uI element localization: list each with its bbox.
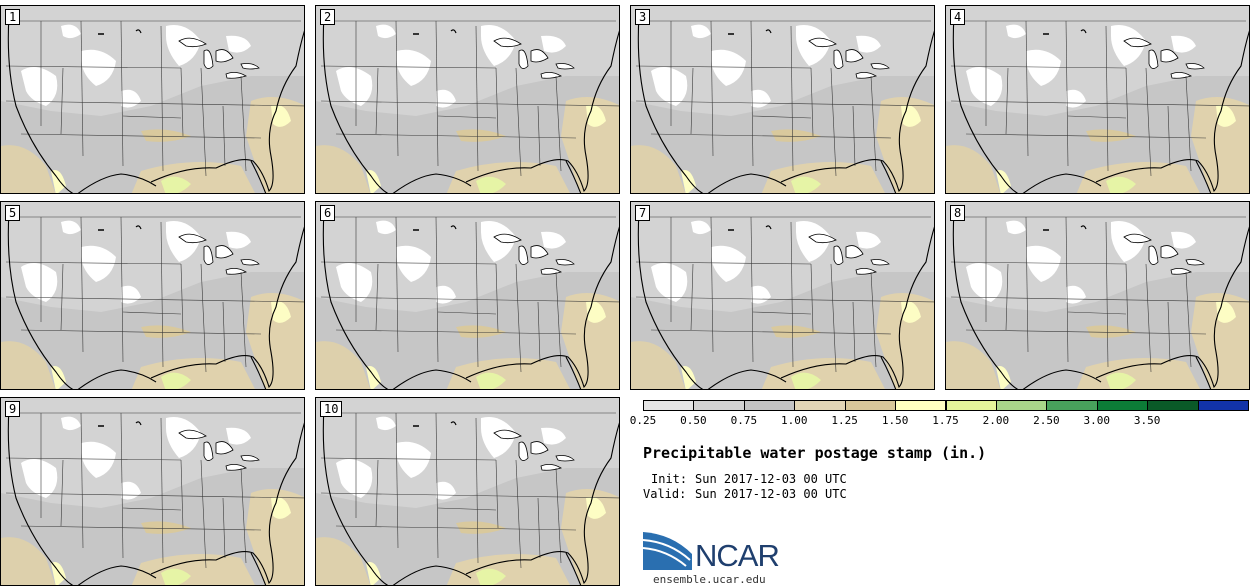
map-graphic [946,6,1249,193]
ensemble-member-map: 2 [315,5,620,194]
member-number: 9 [5,401,21,417]
colorbar-tick-label: 3.50 [1133,414,1161,427]
colorbar-swatch [844,400,897,411]
logo-text: NCAR [695,538,780,573]
colorbar-swatch [1147,400,1199,411]
website-text: ensemble.ucar.edu [653,573,766,586]
colorbar-tick-label: 1.25 [831,414,858,427]
ensemble-member-map: 1 [0,5,305,194]
member-number: 4 [950,9,966,25]
colorbar-swatch [1096,400,1149,411]
colorbar-swatch [895,400,947,411]
ensemble-member-map: 10 [315,397,620,586]
map-graphic [1,398,304,585]
ensemble-member-map: 7 [630,201,935,390]
init-label: Init: [651,472,688,486]
colorbar-swatch [794,400,846,411]
member-number: 7 [635,205,651,221]
member-number: 5 [5,205,21,221]
ensemble-member-map: 8 [945,201,1250,390]
colorbar-swatch [1197,400,1249,411]
plot-title: Precipitable water postage stamp (in.) [643,444,987,462]
valid-label: Valid: [643,487,687,501]
colorbar-tick-label: 0.75 [730,414,758,427]
colorbar-tick-label: 3.00 [1083,414,1111,427]
colorbar-tick-label: 0.50 [680,414,707,427]
init-value: Sun 2017-12-03 00 UTC [695,472,847,486]
map-graphic [631,202,934,389]
ensemble-member-map: 4 [945,5,1250,194]
ensemble-member-map: 5 [0,201,305,390]
colorbar-tick-label: 1.50 [881,414,909,427]
colorbar-swatch [995,400,1048,411]
ncar-logo-icon [642,532,692,570]
map-graphic [1,6,304,193]
colorbar-swatch [743,400,796,411]
colorbar-tick-label: 1.75 [932,414,959,427]
colorbar-tick-label: 0.25 [629,414,657,427]
member-number: 6 [320,205,336,221]
ensemble-member-map: 3 [630,5,935,194]
map-graphic [946,202,1249,389]
member-number: 3 [635,9,651,25]
member-number: 8 [950,205,966,221]
map-graphic [316,398,619,585]
colorbar-tick-label: 1.00 [781,414,808,427]
colorbar-swatch [643,400,695,411]
member-number: 1 [5,9,21,25]
member-number: 2 [320,9,336,25]
colorbar-tick-label: 2.50 [1033,414,1060,427]
colorbar-swatch [1046,400,1098,411]
colorbar-swatch [945,400,997,411]
colorbar [643,400,1249,412]
colorbar-swatch [693,400,745,411]
map-graphic [631,6,934,193]
colorbar-tick-label: 2.00 [982,414,1010,427]
ensemble-member-map: 6 [315,201,620,390]
map-graphic [316,202,619,389]
member-number: 10 [320,401,343,417]
ensemble-member-map: 9 [0,397,305,586]
map-graphic [1,202,304,389]
map-graphic [316,6,619,193]
valid-value: Sun 2017-12-03 00 UTC [695,487,847,501]
